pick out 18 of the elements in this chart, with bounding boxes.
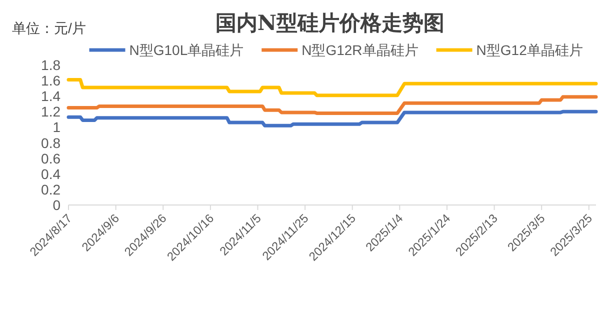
line-series — [66, 95, 598, 115]
y-tick-label: 1.4 — [41, 88, 61, 104]
y-tick-label: 0.2 — [41, 181, 61, 198]
line-series — [66, 110, 598, 128]
y-tick-label: 1.2 — [41, 104, 61, 120]
y-tick-label: 1 — [52, 119, 61, 136]
legend-label: N型G12R单晶硅片 — [302, 42, 418, 58]
y-tick-label: 0.8 — [41, 134, 61, 151]
y-tick-label: 0.6 — [41, 150, 61, 166]
chart-title: 国内N型硅片价格走势图 — [215, 10, 445, 35]
y-tick-label: 1.8 — [41, 57, 61, 73]
line-series — [66, 78, 598, 98]
legend-label: N型G12单晶硅片 — [476, 42, 583, 58]
y-tick-label: 1.6 — [41, 72, 61, 89]
legend-label: N型G10L单晶硅片 — [129, 42, 244, 58]
text: 单位：元/片 — [12, 20, 86, 36]
y-tick-label: 0 — [52, 197, 61, 213]
y-tick-label: 0.4 — [41, 166, 61, 182]
